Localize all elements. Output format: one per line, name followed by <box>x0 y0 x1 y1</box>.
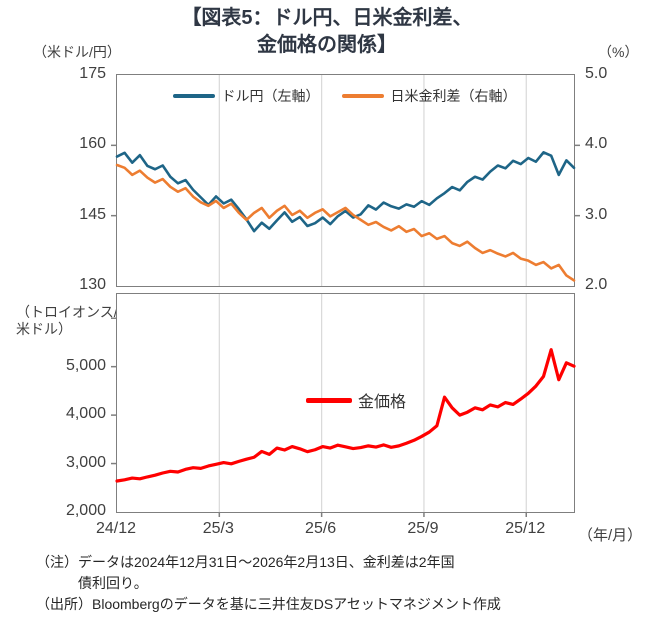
bottom-left-tick-label: 3,000 <box>65 453 106 471</box>
top-right-tick-label: 2.0 <box>585 276 608 293</box>
legend-label-dollar-yen: ドル円（左軸） <box>221 88 320 104</box>
bottom-left-axis-unit-line1: （トロイオンス/ <box>16 304 118 320</box>
bottom-left-axis-unit: （トロイオンス/ 米ドル） <box>16 304 118 338</box>
top-left-tick-label: 145 <box>79 205 106 223</box>
usd-jpy-rate-diff-plot-area <box>111 75 580 286</box>
top-chart-legend: ドル円（左軸） 日米金利差（右軸） <box>116 86 573 106</box>
legend-item-rate-diff: 日米金利差（右軸） <box>341 86 517 106</box>
gold-legend: 金価格 <box>306 388 406 412</box>
top-right-tick-label: 3.0 <box>585 205 608 223</box>
top-right-axis-unit: （%） <box>598 44 639 60</box>
bottom-left-tick-label: 4,000 <box>65 405 106 423</box>
gold-price-plot-area <box>111 294 576 517</box>
bottom-left-tick-label: 5,000 <box>65 356 106 374</box>
x-axis-unit: （年/月） <box>578 527 643 544</box>
x-axis-tick-label: 25/9 <box>407 520 439 537</box>
gold-price-chart <box>111 293 576 517</box>
source-line: （出所）Bloombergのデータを基に三井住友DSアセットマネジメント作成 <box>36 596 501 612</box>
top-left-axis-unit: （米ドル/円） <box>33 44 121 60</box>
chart-title-line2: 金価格の関係】 <box>257 34 397 56</box>
note-line2: 債利回り。 <box>78 575 148 591</box>
usd-jpy-rate-diff-chart <box>111 74 580 287</box>
legend-label-rate-diff: 日米金利差（右軸） <box>390 88 517 104</box>
bottom-left-tick-label: 2,000 <box>65 502 106 519</box>
dollar-yen-line-swatch-icon <box>172 94 215 98</box>
gold-line-swatch-icon <box>306 397 352 403</box>
top-right-tick-label: 5.0 <box>585 65 608 82</box>
chart-title: 【図表5：ドル円、日米金利差、 金価格の関係】 <box>0 5 654 59</box>
rate-diff-line-swatch-icon <box>341 94 384 98</box>
x-axis-tick-label: 25/6 <box>305 520 337 537</box>
bottom-left-axis-unit-line2: 米ドル） <box>16 321 72 337</box>
x-axis-tick-label: 24/12 <box>95 520 137 537</box>
legend-item-dollar-yen: ドル円（左軸） <box>172 86 320 106</box>
top-right-tick-label: 4.0 <box>585 135 608 153</box>
chart-title-line1: 【図表5：ドル円、日米金利差、 <box>181 7 473 29</box>
note-line1: （注）データは2024年12月31日～2026年2月13日、金利差は2年国 <box>36 554 455 570</box>
top-left-tick-label: 160 <box>79 135 106 153</box>
top-left-tick-label: 130 <box>79 276 106 293</box>
top-left-tick-label: 175 <box>79 65 106 82</box>
x-axis-tick-label: 25/12 <box>505 520 546 537</box>
footnotes: （注）データは2024年12月31日～2026年2月13日、金利差は2年国 債利… <box>36 552 501 615</box>
legend-label-gold: 金価格 <box>358 394 407 411</box>
x-axis-tick-label: 25/3 <box>202 520 234 537</box>
